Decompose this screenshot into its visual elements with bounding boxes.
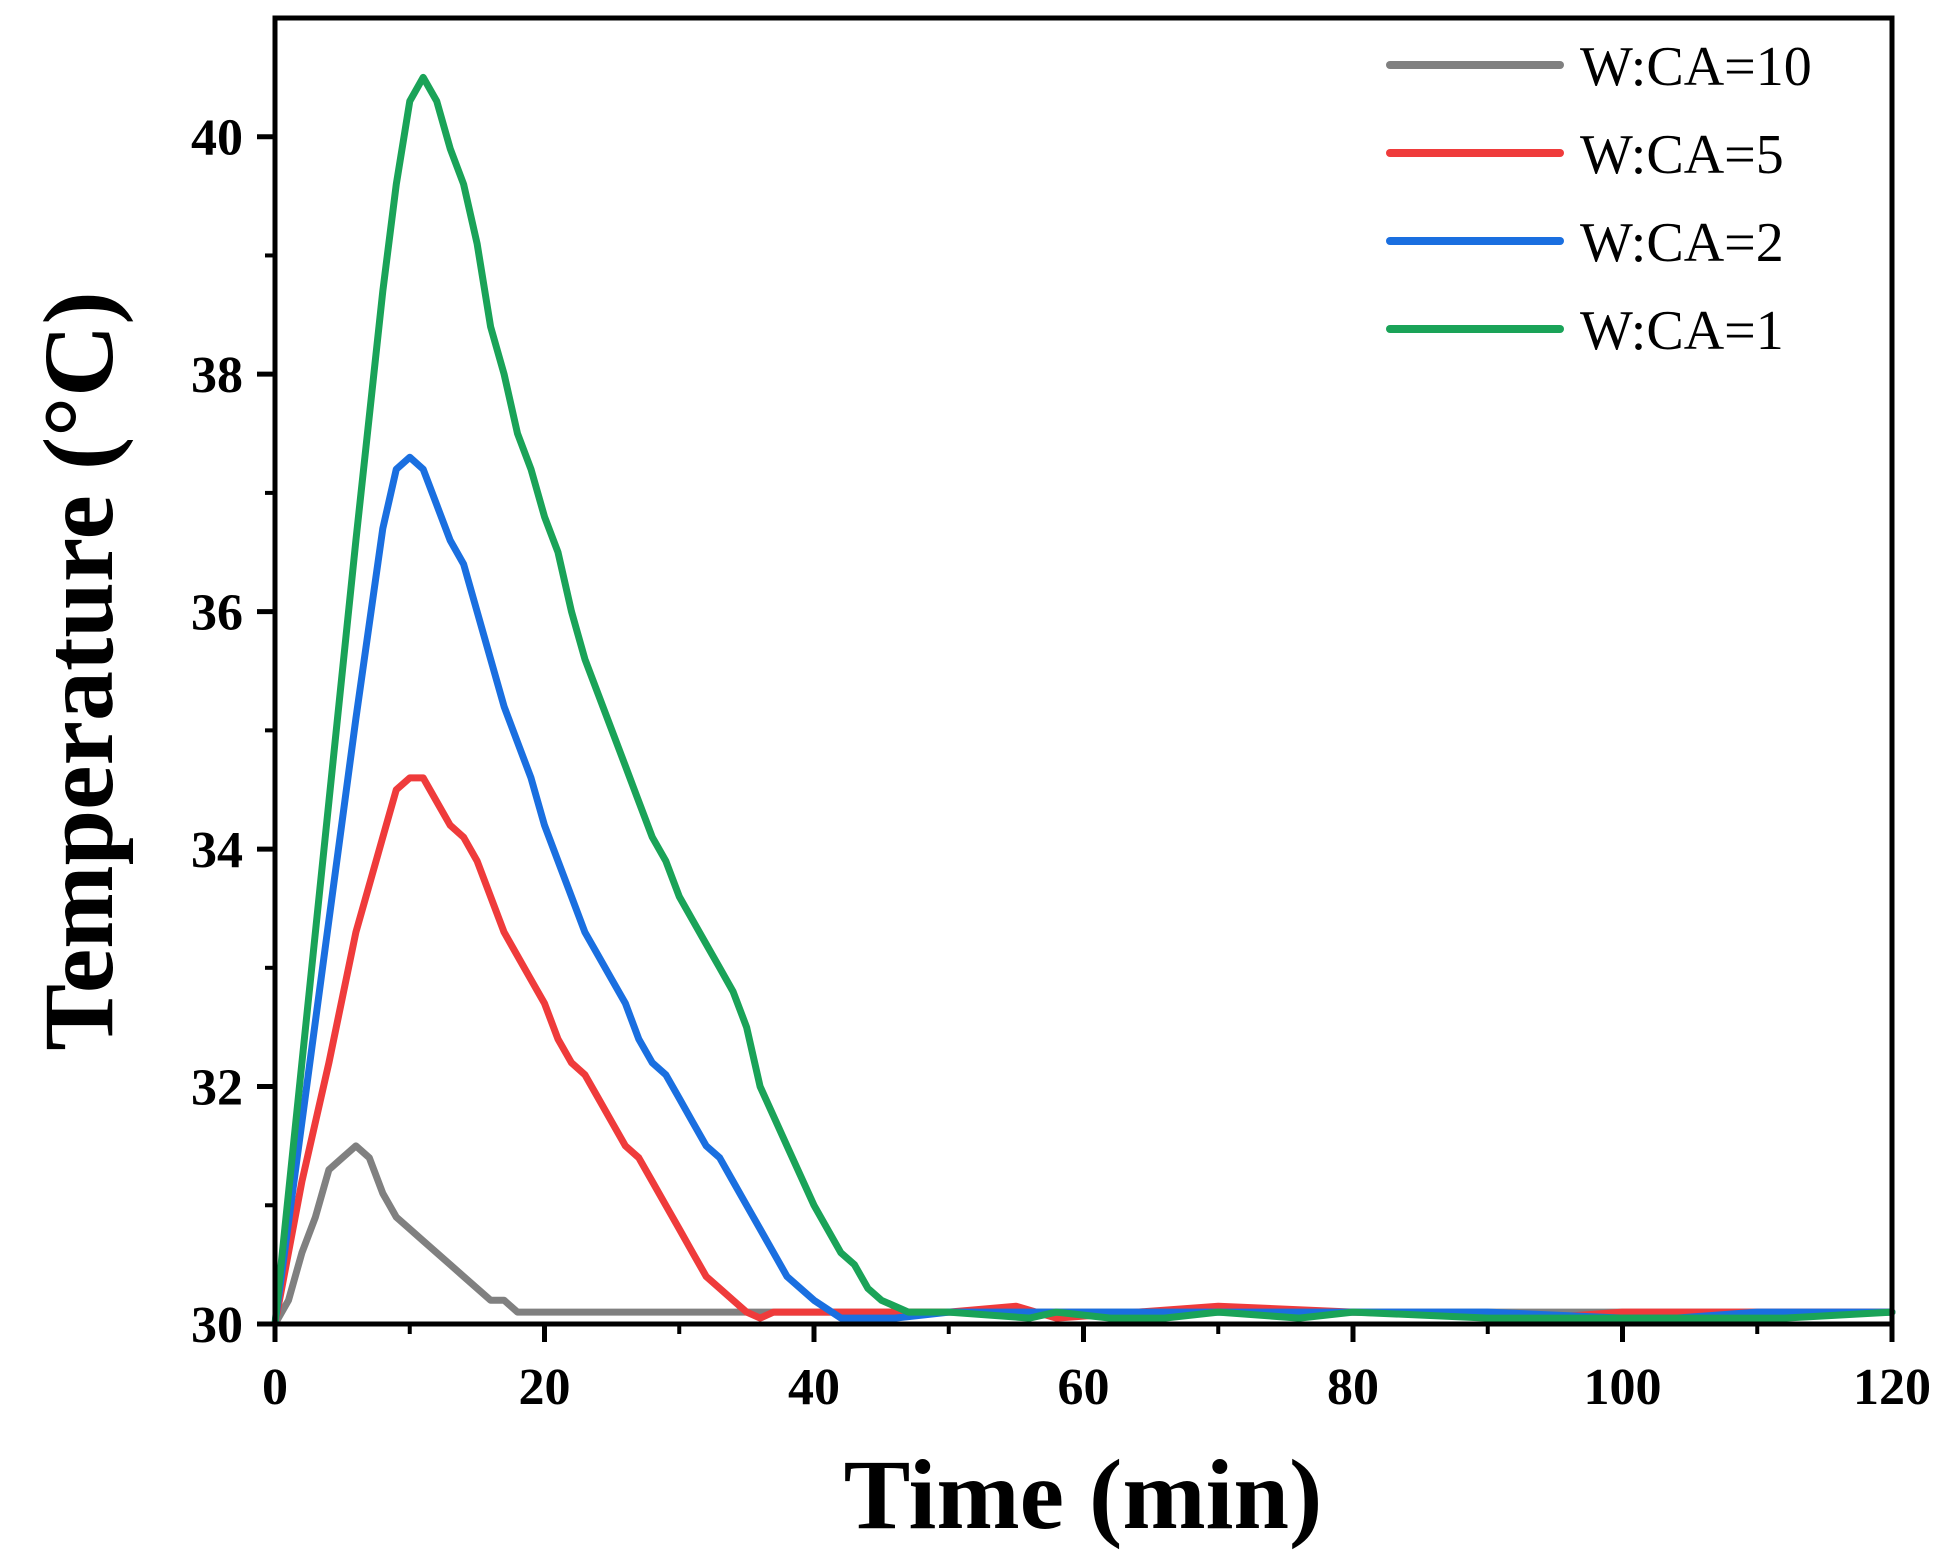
- y-tick-label: 38: [191, 347, 243, 404]
- y-tick-label: 34: [191, 822, 243, 879]
- y-tick-label: 36: [191, 585, 243, 642]
- series-layer: [271, 73, 1896, 1328]
- y-axis-title: Temperature (°C): [23, 291, 134, 1050]
- x-axis-title: Time (min): [844, 1439, 1323, 1550]
- y-tick-label: 30: [191, 1297, 243, 1354]
- x-tick-label: 100: [1584, 1359, 1662, 1416]
- series-line-1: [271, 1142, 1896, 1328]
- legend-label: W:CA=1: [1580, 300, 1784, 362]
- x-tick-label: 40: [788, 1359, 840, 1416]
- ticks-layer: 0 20 40 60 80 100 120 30 32 34 36 38 40: [191, 110, 1931, 1416]
- legend-label: W:CA=2: [1580, 212, 1784, 274]
- y-tick-label: 40: [191, 110, 243, 167]
- series-line-3: [271, 453, 1896, 1328]
- x-tick-label: 120: [1853, 1359, 1931, 1416]
- x-tick-label: 80: [1327, 1359, 1379, 1416]
- series-line-2: [271, 774, 1896, 1328]
- x-tick-label: 60: [1058, 1359, 1110, 1416]
- legend: W:CA=10 W:CA=5 W:CA=2 W:CA=1: [1386, 36, 1812, 362]
- legend-label: W:CA=10: [1580, 36, 1812, 98]
- legend-label: W:CA=5: [1580, 124, 1784, 186]
- y-tick-label: 32: [191, 1060, 243, 1117]
- x-tick-label: 20: [519, 1359, 571, 1416]
- series-line-4: [271, 73, 1896, 1328]
- x-tick-label: 0: [262, 1359, 288, 1416]
